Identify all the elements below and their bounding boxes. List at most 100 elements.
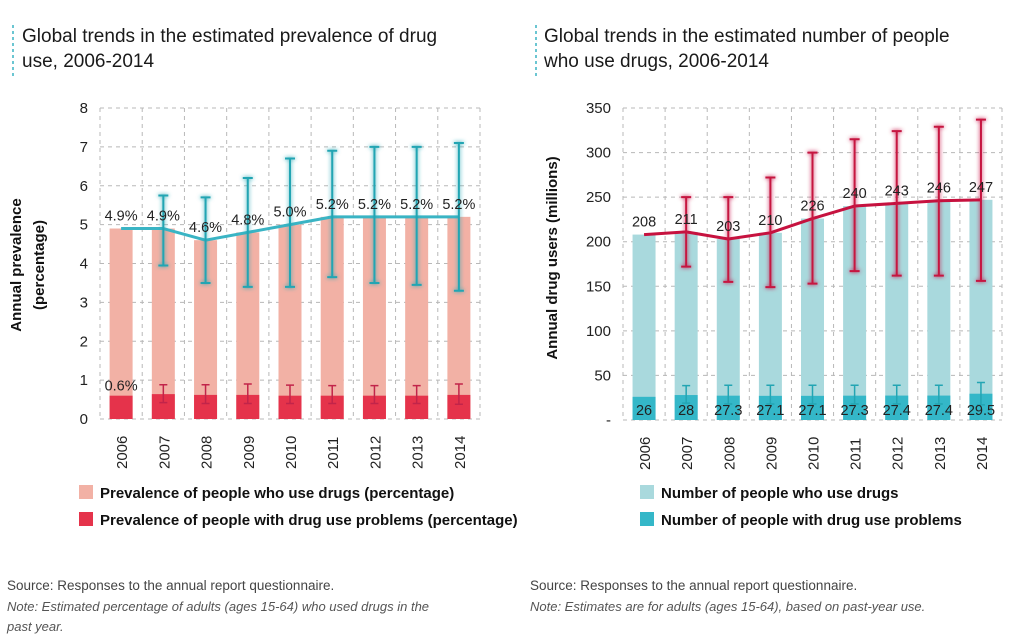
x-tick-label: 2014 <box>974 437 991 470</box>
y-axis-title-left-line1: Annual prevalence <box>8 198 25 331</box>
error-bar-2014 <box>453 141 464 292</box>
data-label: 5.0% <box>273 205 306 221</box>
bar-2012 <box>885 203 909 420</box>
note-left-line1: Note: Estimated percentage of adults (ag… <box>7 599 429 614</box>
x-tick-label: 2014 <box>452 436 469 469</box>
error-bar-2011 <box>327 149 338 279</box>
problem-bar-2013 <box>927 395 951 420</box>
problem-bar-2011 <box>843 395 867 420</box>
data-label: 5.2% <box>358 197 391 213</box>
note-left-line2: past year. <box>6 619 64 634</box>
problem-data-label: 27.3 <box>840 403 868 419</box>
y-axis-title-left-line2: (percentage) <box>31 220 48 310</box>
problem-data-label: 27.4 <box>925 403 953 419</box>
y-tick-label: 2 <box>80 333 88 350</box>
problem-error-bar-2007 <box>159 384 168 404</box>
x-tick-label: 2013 <box>410 436 427 469</box>
legend-label-users: Number of people who use drugs <box>661 485 899 502</box>
problem-error-bar-2011 <box>850 384 859 405</box>
bar-2007 <box>151 228 175 419</box>
data-label: 243 <box>885 183 909 199</box>
error-bar-2010 <box>807 151 818 285</box>
problem-data-label: 0.6% <box>105 379 138 395</box>
legend-label-problem-prevalence: Prevalence of people with drug use probl… <box>100 512 518 529</box>
error-bar-2007 <box>681 196 692 268</box>
bar-2012 <box>362 216 386 419</box>
problem-error-bar-2012 <box>892 384 901 405</box>
data-label: 4.8% <box>231 212 264 228</box>
legend-label-problem-users: Number of people with drug use problems <box>661 512 962 529</box>
data-label: 4.6% <box>189 220 222 236</box>
y-tick-label: 200 <box>586 234 611 251</box>
problem-error-bar-2013 <box>412 384 421 405</box>
x-tick-label: 2012 <box>890 437 907 470</box>
data-label: 4.9% <box>147 209 180 225</box>
error-bar-2011 <box>849 138 860 273</box>
problem-error-bar-2007 <box>682 384 691 404</box>
y-tick-label: 4 <box>80 256 88 273</box>
x-tick-label: 2011 <box>848 438 865 470</box>
x-tick-label: 2010 <box>283 436 300 469</box>
problem-bar-2009 <box>236 394 260 419</box>
data-label: 4.9% <box>105 209 138 225</box>
problem-error-bar-2009 <box>243 383 252 405</box>
problem-error-bar-2011 <box>328 384 337 405</box>
problem-data-label: 26 <box>636 403 652 419</box>
y-tick-label: 250 <box>586 189 611 206</box>
problem-error-bar-2014 <box>976 381 985 406</box>
source-left: Source: Responses to the annual report q… <box>7 578 334 593</box>
x-tick-label: 2008 <box>721 437 738 470</box>
problem-data-label: 28 <box>678 403 694 419</box>
error-bar-2012 <box>891 130 902 277</box>
data-label: 211 <box>675 212 698 228</box>
bar-2010 <box>801 218 824 420</box>
problem-bar-2012 <box>362 395 386 419</box>
data-label: 240 <box>843 186 867 202</box>
y-tick-label: 0 <box>80 411 88 428</box>
bar-2008 <box>194 240 218 419</box>
x-tick-label: 2006 <box>637 437 654 470</box>
problem-data-label: 29.5 <box>967 403 995 419</box>
y-tick-label: 7 <box>80 139 88 156</box>
x-tick-label: 2012 <box>367 436 384 469</box>
problem-bar-2014 <box>969 393 993 420</box>
legend-swatch-problem-users <box>640 512 654 526</box>
x-tick-label: 2007 <box>156 436 173 469</box>
error-bar-2014 <box>975 118 986 282</box>
data-label: 226 <box>800 199 824 215</box>
x-tick-label: 2009 <box>241 436 258 469</box>
error-bar-2009 <box>765 176 776 289</box>
x-tick-label: 2006 <box>114 436 131 469</box>
legend-swatch-problem-prevalence <box>79 512 93 526</box>
x-tick-label: 2010 <box>806 437 823 470</box>
error-bar-2012 <box>369 145 380 284</box>
problem-error-bar-2009 <box>766 384 775 405</box>
data-label: 246 <box>927 181 951 197</box>
y-tick-label: 3 <box>80 294 88 311</box>
y-tick-label: 300 <box>586 145 611 162</box>
problem-bar-2013 <box>405 395 429 419</box>
bar-2011 <box>843 206 867 420</box>
bar-2014 <box>447 216 471 419</box>
x-tick-label: 2013 <box>932 437 949 470</box>
bar-2006 <box>109 228 133 419</box>
chart-title-right-line1: Global trends in the estimated number of… <box>544 26 950 47</box>
legend-swatch-prevalence <box>79 485 93 499</box>
y-tick-label: - <box>606 412 611 429</box>
error-bar-2013 <box>933 125 944 277</box>
problem-bar-2009 <box>758 395 782 420</box>
x-tick-label: 2009 <box>763 437 780 470</box>
bar-2006 <box>632 234 656 420</box>
note-right-line1: Note: Estimates are for adults (ages 15-… <box>530 599 925 614</box>
bar-2014 <box>969 199 993 420</box>
bar-2011 <box>320 216 344 419</box>
data-label: 210 <box>758 213 782 229</box>
problem-bar-2011 <box>320 395 344 419</box>
problem-data-label: 27.3 <box>714 403 742 419</box>
error-bar-2013 <box>411 145 422 286</box>
problem-bar-2010 <box>801 395 824 420</box>
y-tick-label: 50 <box>594 367 611 384</box>
problem-bar-2006 <box>632 396 656 420</box>
y-tick-label: 1 <box>80 372 88 389</box>
